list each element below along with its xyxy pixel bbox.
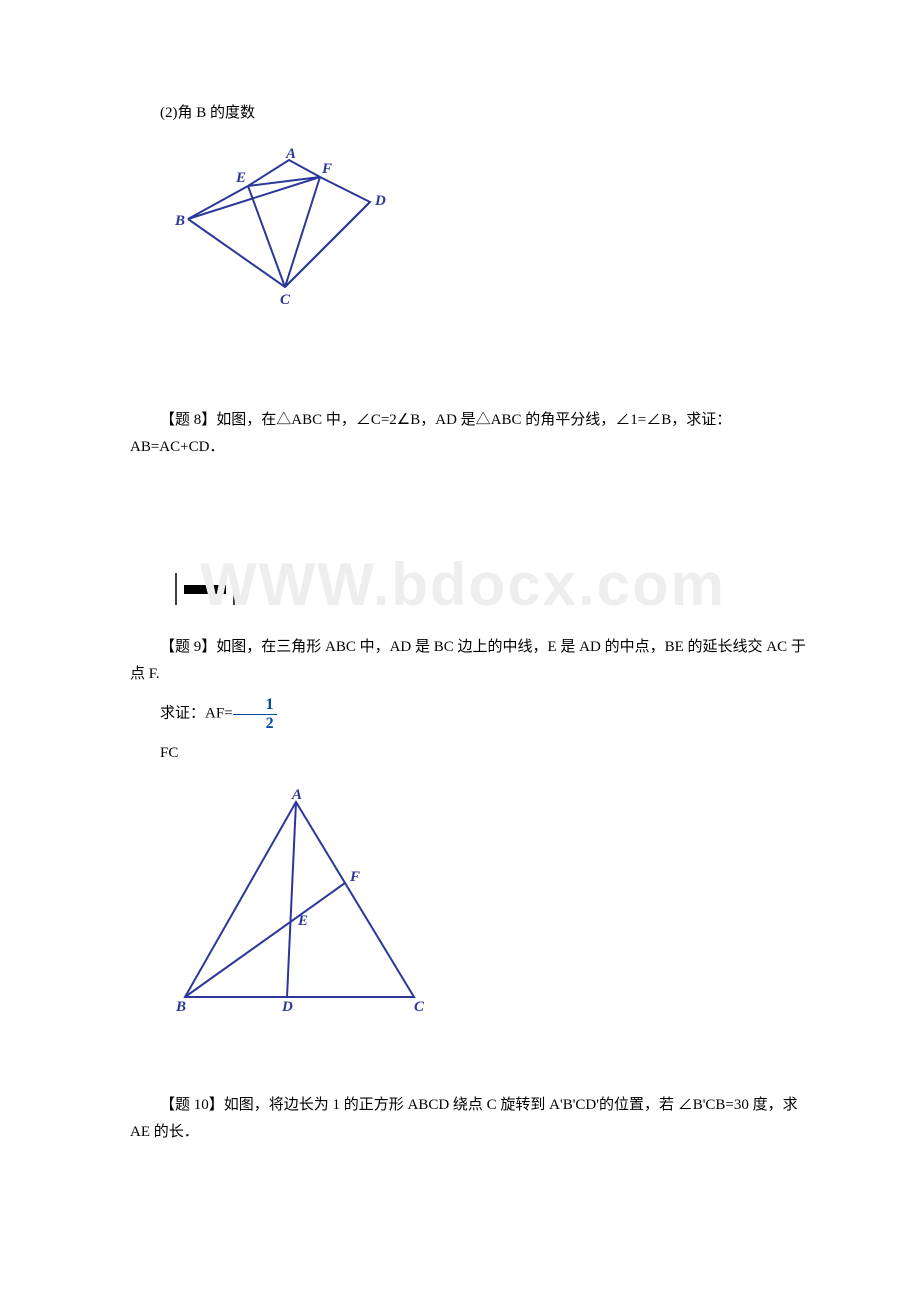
label-E: E bbox=[235, 170, 246, 186]
fraction-num: 1 bbox=[233, 696, 277, 715]
q9-line3: FC bbox=[130, 740, 820, 767]
label-D: D bbox=[374, 193, 386, 209]
document-content: (2)角 B 的度数 A B C D E F 【题 8】如图，在△ABC 中，∠… bbox=[130, 100, 820, 1146]
label-B: B bbox=[174, 213, 185, 229]
figure-1: A B C D E F bbox=[170, 147, 820, 317]
label-D: D bbox=[281, 999, 293, 1015]
figure-2: A B C D E F bbox=[170, 787, 820, 1027]
q9-prefix: 求证：AF= bbox=[160, 706, 233, 722]
q9-line1: 【题 9】如图，在三角形 ABC 中，AD 是 BC 边上的中线，E 是 AD … bbox=[130, 634, 820, 688]
label-C: C bbox=[414, 999, 425, 1015]
label-E: E bbox=[297, 913, 308, 929]
label-F: F bbox=[321, 161, 332, 177]
label-F: F bbox=[349, 869, 360, 885]
label-B: B bbox=[175, 999, 186, 1015]
q8-text: 【题 8】如图，在△ABC 中，∠C=2∠B，AD 是△ABC 的角平分线，∠1… bbox=[130, 407, 820, 461]
label-A: A bbox=[285, 147, 296, 162]
q7-part2: (2)角 B 的度数 bbox=[130, 100, 820, 127]
label-A: A bbox=[291, 787, 302, 803]
small-figure bbox=[170, 569, 240, 619]
q9-line2: 求证：AF=12 bbox=[130, 696, 820, 732]
label-C: C bbox=[280, 292, 291, 307]
q10-text: 【题 10】如图，将边长为 1 的正方形 ABCD 绕点 C 旋转到 A'B'C… bbox=[130, 1092, 820, 1146]
fraction: 12 bbox=[233, 696, 277, 732]
fraction-den: 2 bbox=[233, 715, 277, 733]
